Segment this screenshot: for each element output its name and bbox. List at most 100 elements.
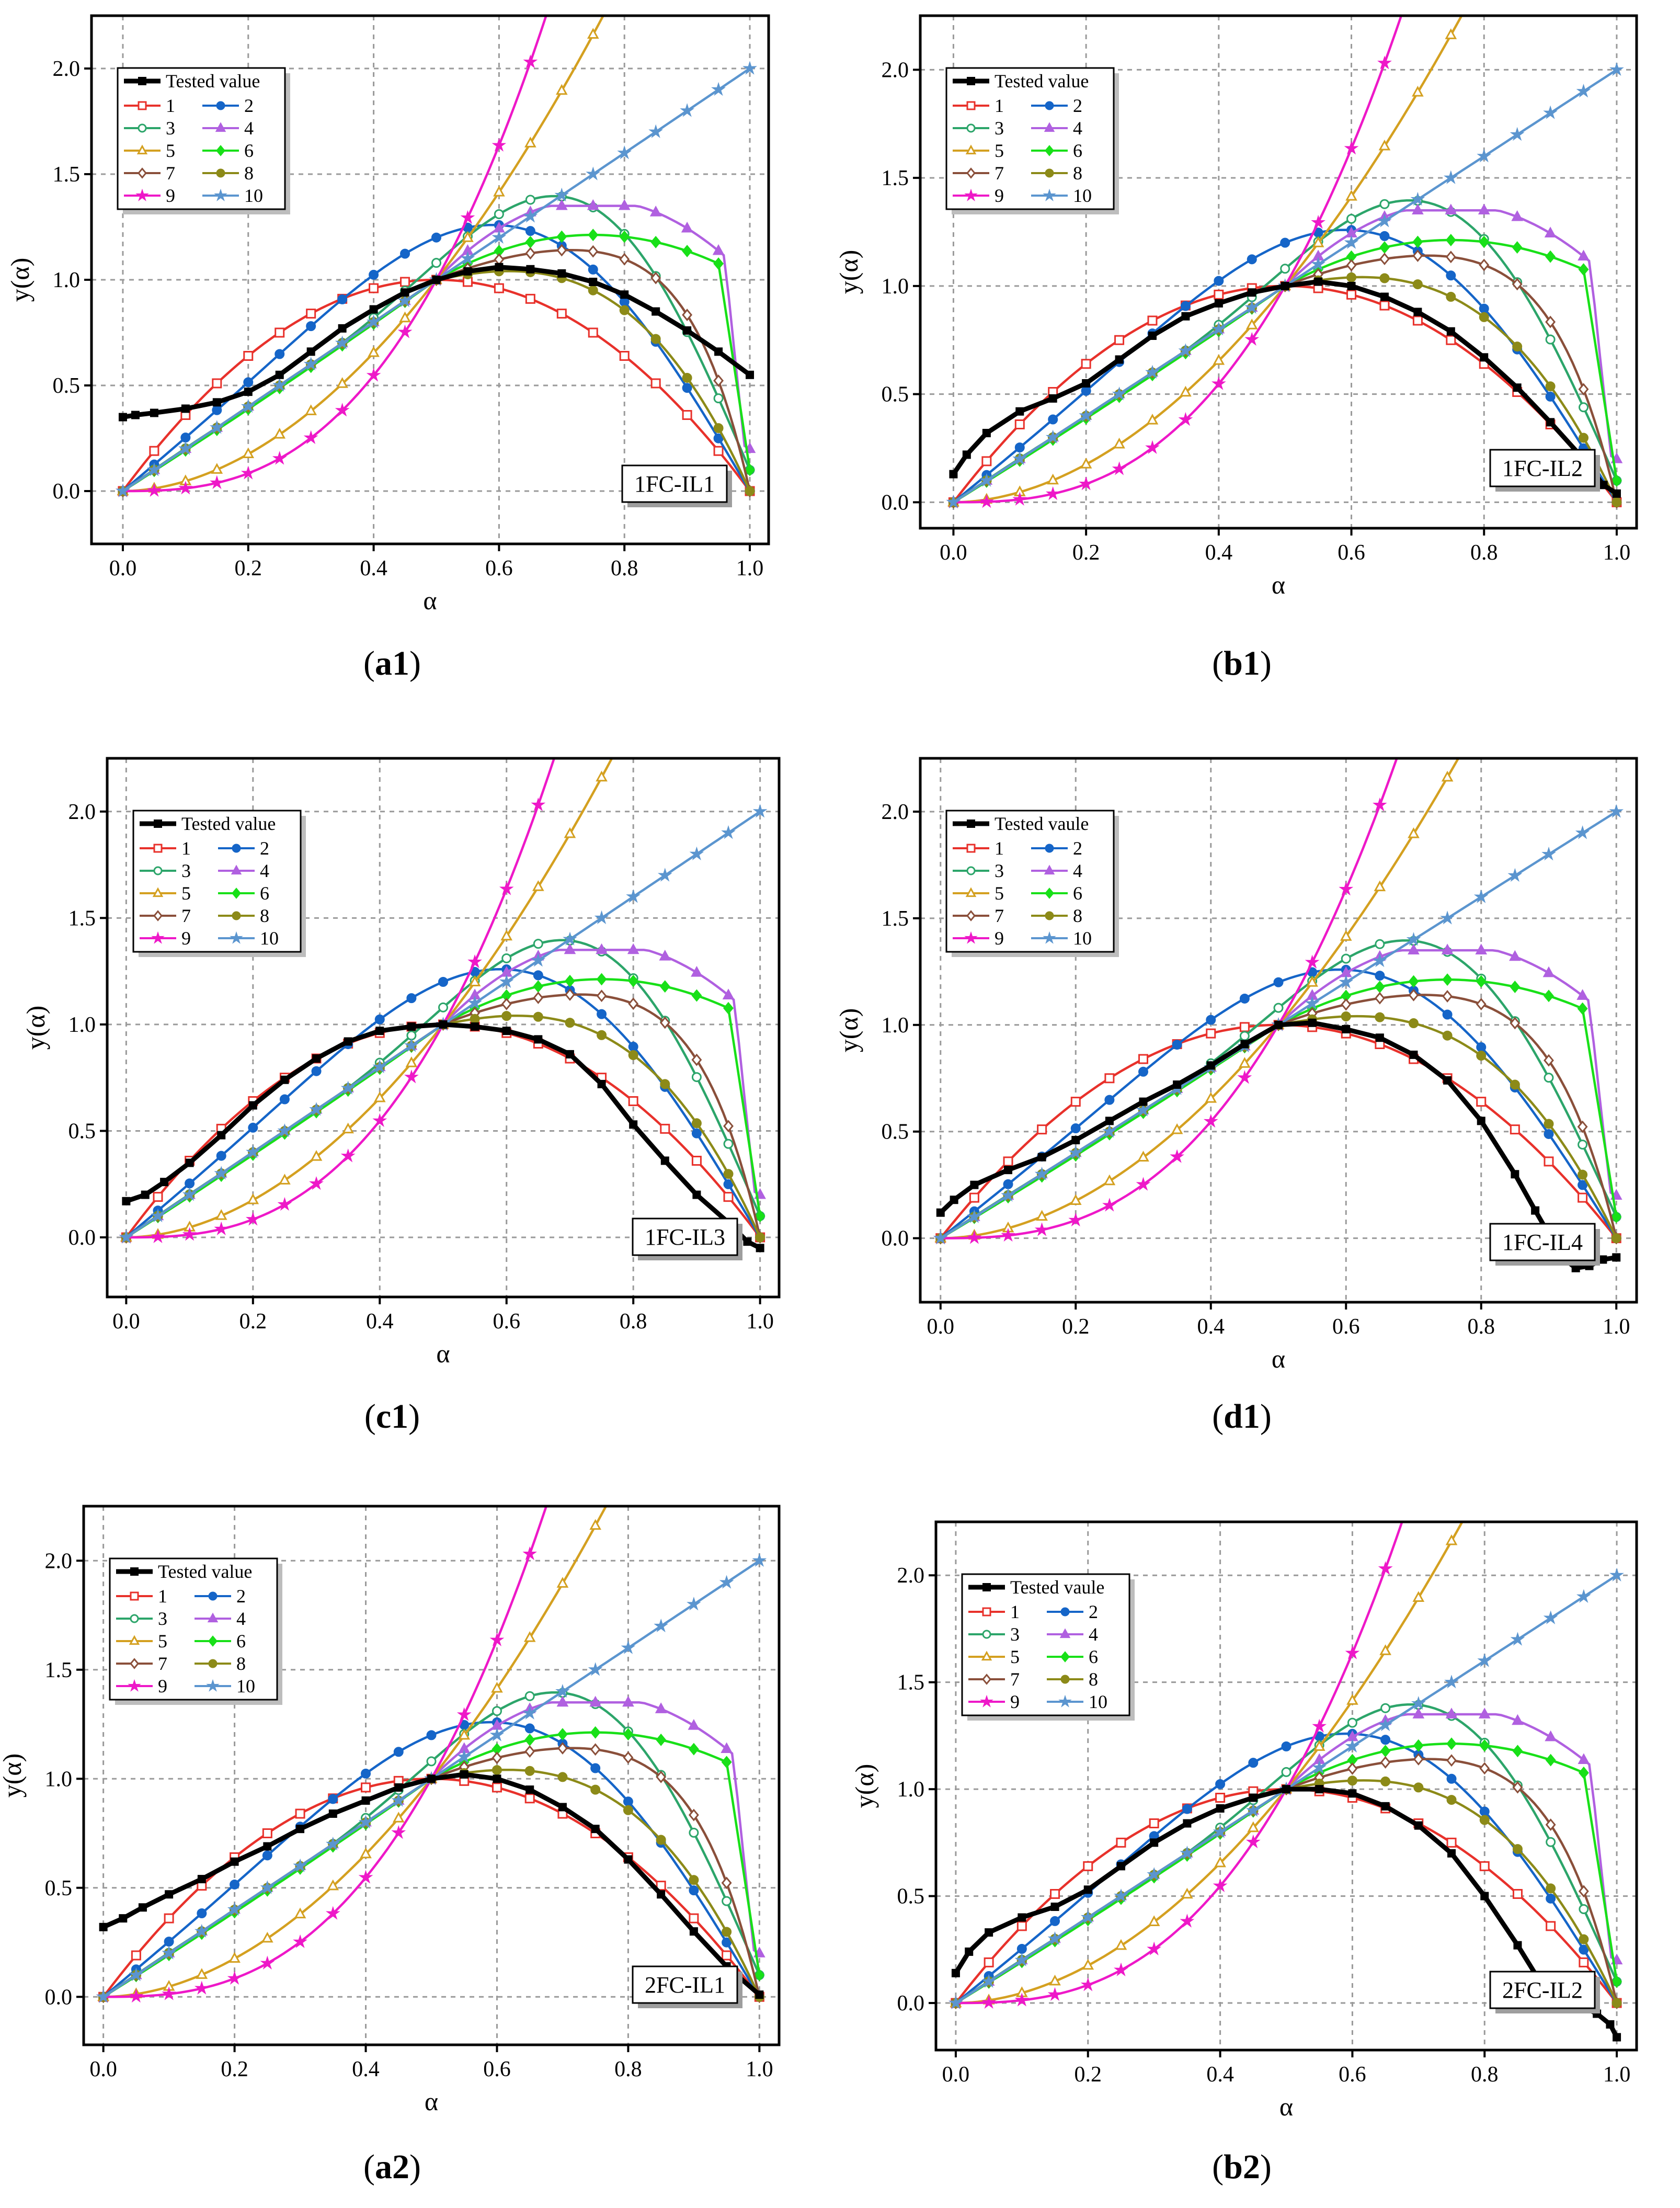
data-point-model-5: [294, 1907, 306, 1919]
data-point-model-5: [1513, 1412, 1523, 1420]
data-point-model-10: [1136, 1102, 1151, 1117]
data-point-model-8: [492, 1765, 502, 1775]
legend-marker-model-8: [208, 1659, 218, 1668]
data-point-model-10: [1079, 408, 1094, 422]
data-point-model-2: [393, 1747, 404, 1757]
data-point-model-7: [1379, 253, 1390, 266]
data-point-model-3: [501, 953, 512, 963]
data-point-model-8: [723, 1169, 734, 1179]
data-point-model-2: [1281, 1741, 1292, 1751]
series-group: [96, 1394, 767, 2004]
data-point-model-10: [1510, 1632, 1525, 1646]
y-tick-label: 2.0: [45, 1549, 73, 1573]
data-point-model-5: [555, 84, 568, 95]
data-point-model-5: [628, 712, 638, 721]
legend: Tested value 1 2 3 4 5 6 7 8 9 10: [945, 67, 1119, 214]
data-point-model-4: [1511, 210, 1524, 221]
data-point-tested: [118, 413, 127, 422]
data-point-model-5: [1214, 1856, 1226, 1868]
data-point-model-6: [1512, 241, 1523, 254]
data-point-model-3: [1346, 213, 1357, 224]
data-point-model-3: [713, 393, 724, 404]
data-point-model-4: [627, 943, 639, 954]
data-point-model-5: [1546, 1345, 1556, 1353]
caption-letter: c: [376, 1397, 391, 1436]
data-point-model-6: [1479, 1739, 1490, 1752]
x-axis-title: α: [423, 586, 437, 615]
series-group: [933, 27, 1624, 1272]
series-line-model-4: [955, 1713, 1618, 2004]
data-point-model-9: [1377, 55, 1392, 70]
x-tick-label: 0.4: [1205, 541, 1233, 565]
data-point-model-6: [588, 229, 599, 242]
data-point-model-2: [1578, 1180, 1588, 1190]
legend-label-model-7: 7: [158, 1653, 167, 1674]
y-tick-label: 1.5: [882, 907, 909, 931]
data-point-model-10: [1102, 1124, 1117, 1138]
data-point-model-8: [1512, 1844, 1523, 1854]
data-point-model-2: [1215, 1779, 1226, 1789]
x-tick-label: 0.4: [1206, 2063, 1234, 2087]
data-point-model-8: [689, 1875, 699, 1885]
data-point-tested: [1116, 1862, 1125, 1871]
data-point-model-9: [1102, 1198, 1117, 1212]
data-point-model-5: [656, 1394, 666, 1403]
legend-label-model-2: 2: [236, 1586, 246, 1607]
data-point-model-9: [1578, 27, 1587, 36]
data-point-model-8: [1612, 1998, 1622, 2008]
x-tick-label: 0.8: [620, 1310, 647, 1334]
x-tick-label: 0.8: [1471, 2063, 1499, 2087]
y-tick-label: 0.5: [897, 1885, 925, 1909]
data-point-tested: [1531, 1206, 1540, 1215]
y-tick-label: 0.5: [882, 1120, 909, 1144]
x-tick-label: 0.6: [485, 556, 513, 581]
data-point-tested: [950, 1196, 958, 1204]
data-point-model-9: [182, 1227, 197, 1241]
data-point-model-7: [1413, 1752, 1424, 1766]
data-point-model-6: [1611, 474, 1622, 487]
data-point-model-9: [1244, 332, 1260, 346]
data-point-tested: [217, 1131, 226, 1140]
data-point-model-6: [623, 1728, 634, 1741]
data-point-tested: [275, 370, 284, 379]
legend-label-model-10: 10: [1089, 1691, 1107, 1712]
data-point-tested: [1598, 1255, 1607, 1264]
data-point-model-6: [1408, 975, 1419, 988]
data-point-model-10: [1001, 1188, 1015, 1202]
data-point-model-10: [617, 145, 632, 160]
data-point-model-9: [1579, 788, 1588, 797]
data-point-tested: [1071, 1136, 1080, 1145]
data-point-model-3: [426, 1756, 437, 1767]
data-point-model-4: [1545, 1730, 1557, 1742]
data-point-model-2: [1016, 1943, 1027, 1954]
legend-marker-model-8: [1060, 1675, 1070, 1684]
legend-marker-tested: [154, 820, 162, 828]
legend-label-model-4: 4: [244, 118, 254, 139]
data-point-model-9: [1114, 1962, 1128, 1976]
specimen-badge: 1FC-IL1: [634, 471, 715, 497]
data-point-model-10: [397, 293, 413, 308]
chart-panel-a1: 0.0 0.2 0.4 0.6 0.8 1.0 0.0 0.5 1.0 1.5 2.0 α y(α) Te…: [5, 14, 770, 682]
x-tick-label: 1.0: [746, 2057, 773, 2081]
series-line-tested: [122, 265, 751, 420]
data-point-model-9: [1443, 596, 1452, 605]
data-point-tested: [471, 1022, 479, 1031]
data-point-model-7: [1347, 1762, 1358, 1775]
legend-marker-model-4: [1044, 122, 1055, 132]
data-point-model-9: [1339, 881, 1354, 896]
data-point-model-9: [1447, 1359, 1456, 1368]
legend-label-model-1: 1: [158, 1586, 167, 1607]
data-point-tested: [936, 1208, 945, 1217]
data-point-model-9: [565, 704, 575, 713]
data-point-model-1: [492, 1782, 502, 1793]
data-point-model-8: [1408, 1018, 1419, 1029]
specimen-badge: 2FC-IL2: [1502, 1977, 1583, 2003]
data-point-model-8: [1380, 1776, 1391, 1786]
data-point-model-8: [1479, 312, 1489, 322]
data-point-model-10: [1180, 1846, 1195, 1860]
data-point-model-10: [182, 1187, 197, 1201]
data-point-model-5: [1313, 1740, 1325, 1751]
data-point-model-6: [723, 1001, 734, 1015]
data-point-model-2: [1014, 442, 1025, 453]
